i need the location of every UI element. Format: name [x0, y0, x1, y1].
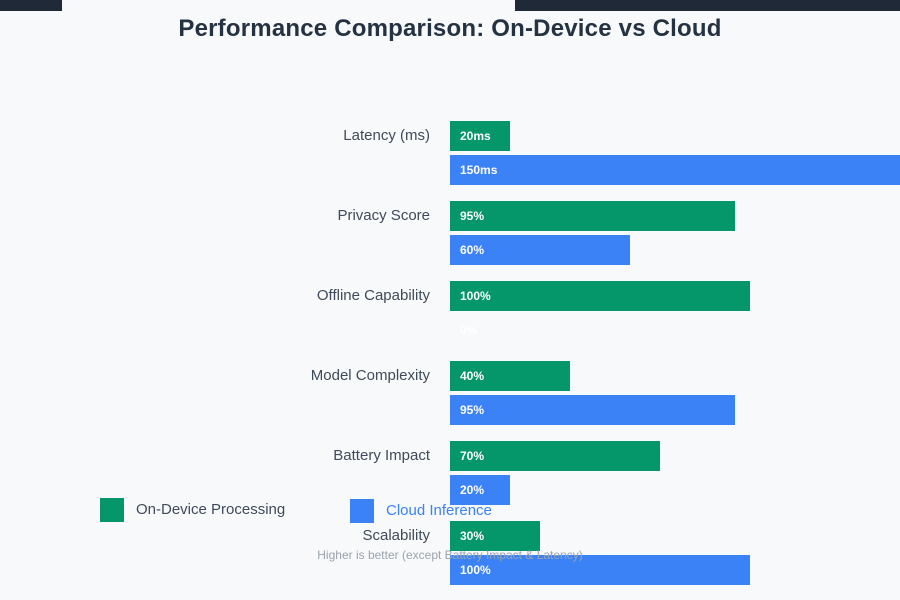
category-label: Privacy Score	[337, 207, 430, 224]
bar-cloud: 60%	[450, 235, 630, 265]
category-label: Scalability	[362, 527, 430, 544]
top-edge-bar-left	[0, 0, 62, 11]
bar-on-device: 70%	[450, 441, 660, 471]
bar-on-device: 95%	[450, 201, 735, 231]
chart-title: Performance Comparison: On-Device vs Clo…	[178, 15, 722, 42]
bar-value-label: 0%	[460, 323, 478, 337]
bar-on-device: 40%	[450, 361, 570, 391]
legend-label-cloud[interactable]: Cloud Inference	[386, 502, 492, 519]
bar-cloud: 100%	[450, 555, 750, 585]
category-label: Latency (ms)	[343, 127, 430, 144]
legend-label-on-device[interactable]: On-Device Processing	[136, 501, 286, 518]
bar-value-label: 95%	[460, 209, 485, 223]
bar-value-label: 95%	[460, 403, 485, 417]
bar-value-label: 100%	[460, 563, 491, 577]
top-edge-bar-right	[515, 0, 900, 11]
bar-value-label: 20ms	[460, 129, 491, 143]
bar-value-label: 20%	[460, 483, 485, 497]
bar-cloud: 20%	[450, 475, 510, 505]
bar-cloud: 95%	[450, 395, 735, 425]
category-label: Offline Capability	[316, 287, 430, 304]
category-label: Model Complexity	[310, 367, 430, 384]
bar-value-label: 30%	[460, 529, 485, 543]
bar-value-label: 70%	[460, 449, 485, 463]
legend-swatch-on-device[interactable]	[100, 498, 124, 522]
bar-on-device: 30%	[450, 521, 540, 551]
bar-value-label: 150ms	[460, 163, 498, 177]
bar-value-label: 100%	[460, 289, 491, 303]
bar-value-label: 40%	[460, 369, 485, 383]
bar-cloud: 150ms	[450, 155, 900, 185]
legend-swatch-cloud[interactable]	[350, 499, 374, 523]
chart-subtitle: Higher is better (except Battery Impact …	[317, 548, 583, 562]
category-label: Battery Impact	[333, 447, 430, 464]
bar-value-label: 60%	[460, 243, 485, 257]
bar-on-device: 100%	[450, 281, 750, 311]
bar-on-device: 20ms	[450, 121, 510, 151]
